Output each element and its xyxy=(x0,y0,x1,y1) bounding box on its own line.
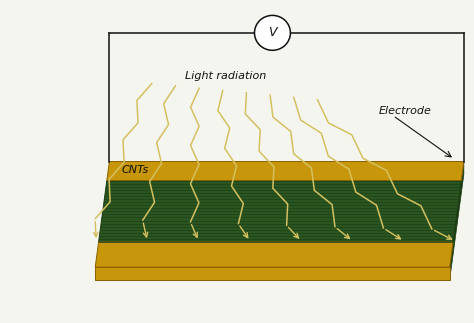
Text: V: V xyxy=(268,26,277,39)
Polygon shape xyxy=(95,267,450,280)
Text: Electrode: Electrode xyxy=(379,106,432,116)
Polygon shape xyxy=(450,162,464,280)
Text: Light radiation: Light radiation xyxy=(185,71,266,81)
Text: CNTs: CNTs xyxy=(121,165,148,175)
Circle shape xyxy=(255,16,291,50)
Polygon shape xyxy=(99,181,461,242)
Polygon shape xyxy=(107,162,464,181)
Polygon shape xyxy=(95,242,453,267)
